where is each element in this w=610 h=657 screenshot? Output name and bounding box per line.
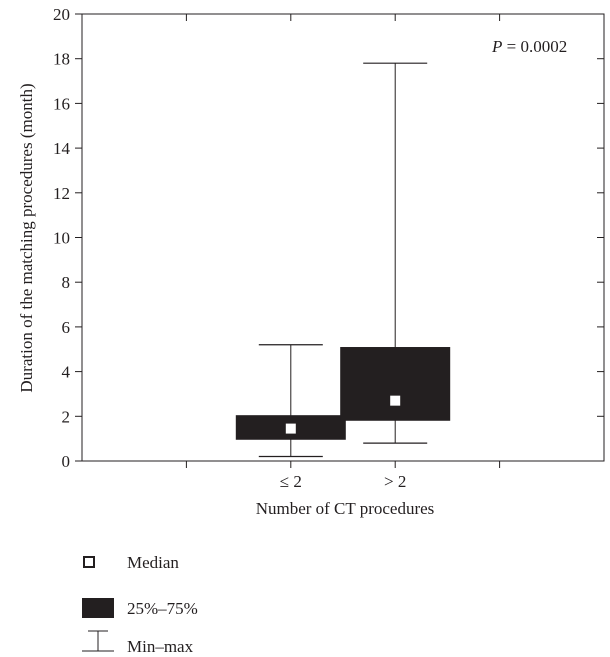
p-value-text: = 0.0002 xyxy=(502,37,567,56)
y-tick-label: 20 xyxy=(53,5,70,24)
y-tick-label: 0 xyxy=(62,452,71,471)
median-marker xyxy=(285,423,296,434)
y-tick-label: 6 xyxy=(62,318,71,337)
y-tick-label: 8 xyxy=(62,273,71,292)
legend-whisker-label: Min–max xyxy=(127,637,194,656)
y-tick-label: 14 xyxy=(53,139,71,158)
legend: Median 25%–75% Min–max xyxy=(82,553,198,656)
x-tick-label: ≤ 2 xyxy=(280,472,302,491)
x-tick-label: > 2 xyxy=(384,472,406,491)
legend-box-swatch xyxy=(82,598,114,618)
y-tick-label: 16 xyxy=(53,94,70,113)
x-axis-label: Number of CT procedures xyxy=(256,499,435,518)
y-tick-label: 12 xyxy=(53,184,70,203)
y-tick-label: 10 xyxy=(53,229,70,248)
y-tick-label: 18 xyxy=(53,50,70,69)
tick-layer: 0 2 4 6 8 10 12 14 16 18 20 xyxy=(53,5,604,471)
p-value-annotation: P = 0.0002 xyxy=(491,37,567,56)
y-axis-label: Duration of the matching procedures (mon… xyxy=(17,83,36,392)
boxes-layer: ≤ 2 > 2 xyxy=(235,62,451,491)
iqr-box xyxy=(340,347,451,421)
y-tick-label: 2 xyxy=(62,407,71,426)
legend-median-label: Median xyxy=(127,553,179,572)
y-tick-label: 4 xyxy=(62,363,71,382)
p-value-symbol: P xyxy=(491,37,502,56)
legend-box-label: 25%–75% xyxy=(127,599,198,618)
legend-median-swatch xyxy=(83,556,95,568)
median-marker xyxy=(390,395,401,406)
legend-whisker-swatch xyxy=(82,630,114,652)
